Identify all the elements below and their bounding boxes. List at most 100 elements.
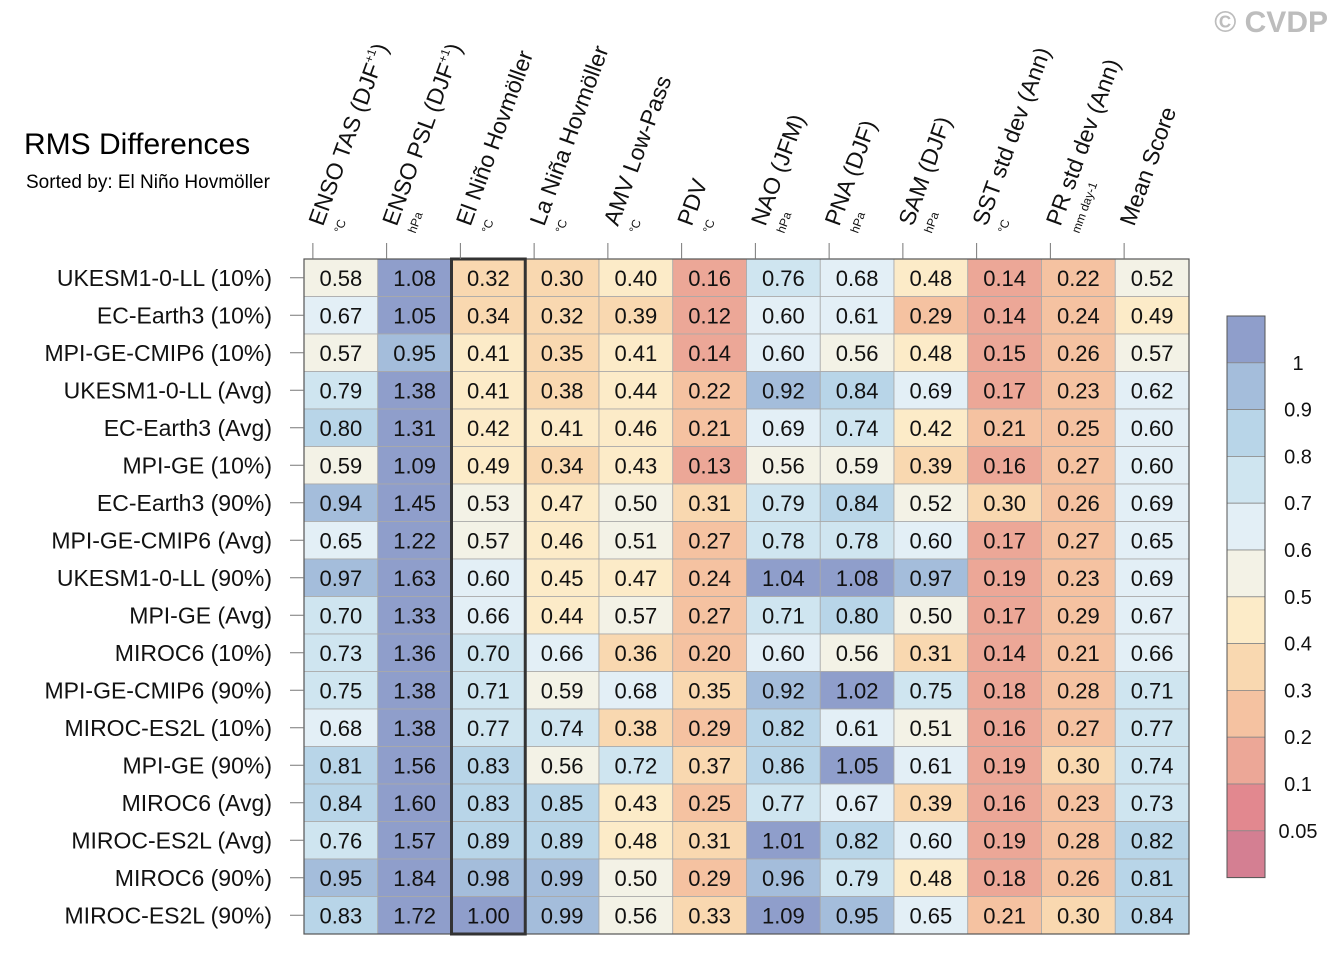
cell-value: 0.48 (909, 266, 952, 291)
heatmap-cell (1041, 746, 1116, 785)
column-label: AMV Low-Pass (598, 72, 676, 229)
colorbar-segment (1226, 502, 1266, 551)
cell-value: 0.66 (1131, 641, 1174, 666)
cell-value: 0.20 (688, 641, 731, 666)
chart-title: RMS Differences (24, 128, 251, 161)
row-label: MPI-GE-CMIP6 (10%) (45, 340, 272, 366)
cell-value: 0.48 (909, 866, 952, 891)
colorbar-segment (1226, 549, 1266, 598)
cell-value: 0.83 (467, 753, 510, 778)
highlight-column-border (450, 257, 527, 936)
cell-value: 0.57 (614, 603, 657, 628)
cell-value: 0.30 (1057, 753, 1100, 778)
heatmap-cell (746, 746, 821, 785)
cell-value: 0.43 (614, 453, 657, 478)
row-label: UKESM1-0-LL (10%) (57, 265, 272, 291)
colorbar-segment (1226, 362, 1266, 410)
cell-value: 1.02 (836, 678, 879, 703)
cell-value: 0.21 (983, 416, 1026, 441)
heatmap-cell (303, 821, 379, 860)
row-label: MIROC-ES2L (10%) (65, 715, 272, 741)
heatmap-cell (1114, 671, 1190, 710)
cell-value: 0.59 (319, 453, 362, 478)
row-label: EC-Earth3 (90%) (97, 490, 272, 516)
heatmap-cell (303, 371, 379, 410)
heatmap-cell (377, 633, 452, 672)
heatmap-cell (598, 521, 674, 560)
cell-value: 0.16 (983, 791, 1026, 816)
colorbar-border (1226, 315, 1266, 879)
heatmap-cell (524, 333, 600, 372)
colorbar-segment (1226, 643, 1266, 691)
heatmap-cell (451, 596, 526, 635)
heatmap-cell (303, 446, 379, 485)
heatmap-cell (893, 821, 969, 860)
colorbar-segment (1226, 736, 1266, 785)
cell-value: 0.82 (1131, 828, 1174, 853)
row-label: MIROC-ES2L (Avg) (71, 827, 272, 853)
cell-value: 0.42 (909, 416, 952, 441)
heatmap-cell (1041, 783, 1116, 822)
cell-value: 0.56 (541, 753, 584, 778)
heatmap-cell (303, 333, 379, 372)
cell-value: 0.30 (541, 266, 584, 291)
heatmap-cell (746, 371, 821, 410)
heatmap-cell (451, 858, 526, 897)
column-label: ENSO PSL (DJF+1) (377, 40, 467, 229)
heatmap-cell (893, 896, 969, 935)
cell-value: 0.52 (1131, 266, 1174, 291)
heatmap-cell (451, 896, 526, 935)
row-label: MPI-GE (10%) (122, 452, 272, 478)
row-label: UKESM1-0-LL (90%) (57, 565, 272, 591)
cell-value: 0.80 (319, 416, 362, 441)
cell-value: 0.74 (836, 416, 879, 441)
cell-value: 0.57 (467, 528, 510, 553)
cell-value: 0.43 (614, 791, 657, 816)
cell-value: 0.38 (541, 378, 584, 403)
cell-value: 1.04 (762, 566, 805, 591)
cell-value: 0.89 (467, 828, 510, 853)
cell-value: 0.92 (762, 378, 805, 403)
heatmap-cell (1041, 671, 1116, 710)
heatmap-cell (598, 371, 674, 410)
cell-value: 0.27 (688, 528, 731, 553)
cell-value: 0.31 (688, 491, 731, 516)
heatmap-cell (524, 746, 600, 785)
heatmap-cell (672, 333, 747, 372)
column-label: ENSO TAS (DJF+1) (303, 40, 393, 229)
cell-value: 0.69 (909, 378, 952, 403)
cell-value: 0.47 (541, 491, 584, 516)
heatmap-cell (1041, 858, 1116, 897)
cell-value: 0.32 (467, 266, 510, 291)
cell-value: 0.39 (909, 791, 952, 816)
heatmap-cell (819, 521, 895, 560)
heatmap-cell (672, 446, 747, 485)
cell-value: 0.75 (909, 678, 952, 703)
cell-value: 0.53 (467, 491, 510, 516)
cell-value: 0.35 (688, 678, 731, 703)
cell-value: 1.33 (393, 603, 436, 628)
cell-value: 0.67 (319, 303, 362, 328)
cell-value: 0.39 (614, 303, 657, 328)
cell-value: 0.73 (319, 641, 362, 666)
heatmap-cell (672, 596, 747, 635)
heatmap-cell (377, 708, 452, 747)
colorbar-label: 0.5 (1284, 587, 1312, 609)
cell-value: 0.95 (836, 903, 879, 928)
cell-value: 0.52 (909, 491, 952, 516)
cell-value: 1.09 (762, 903, 805, 928)
row-label: MIROC6 (Avg) (122, 790, 272, 816)
cell-value: 0.46 (614, 416, 657, 441)
heatmap-cell (377, 821, 452, 860)
cell-value: 0.14 (983, 266, 1026, 291)
cell-value: 0.57 (319, 341, 362, 366)
colorbar-label: 0.4 (1284, 634, 1312, 656)
cell-value: 0.75 (319, 678, 362, 703)
cell-value: 0.79 (762, 491, 805, 516)
heatmap-cell (598, 596, 674, 635)
heatmap-cell (303, 671, 379, 710)
heatmap-cell (303, 858, 379, 897)
row-label: MPI-GE-CMIP6 (Avg) (51, 527, 272, 553)
cell-value: 1.57 (393, 828, 436, 853)
